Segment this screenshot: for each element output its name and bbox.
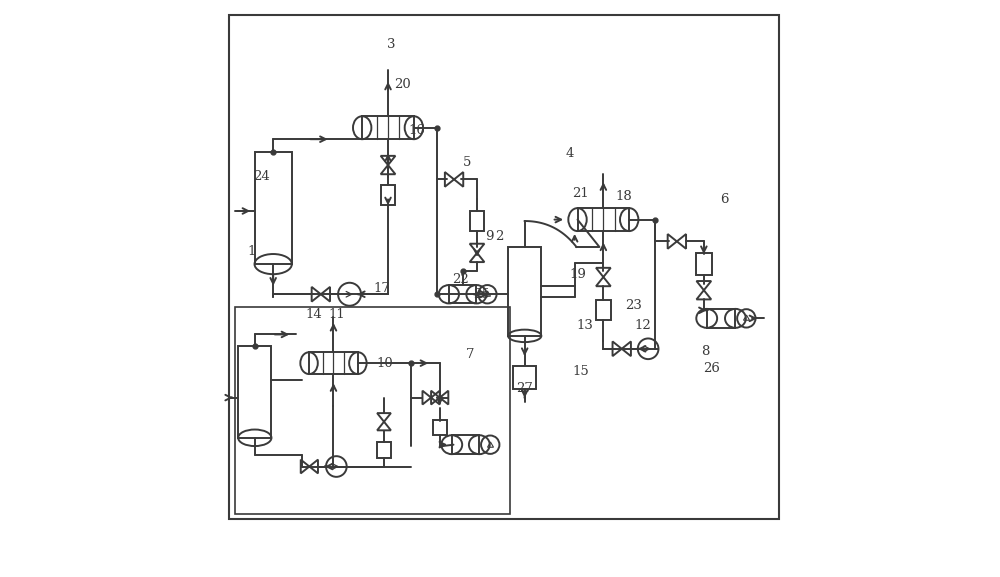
Bar	[578, 208, 629, 231]
Bar	[229, 15, 779, 519]
Text: 25: 25	[473, 288, 490, 301]
Text: 22: 22	[453, 273, 469, 286]
Text: 27: 27	[516, 383, 533, 395]
Bar	[309, 352, 358, 374]
Text: 21: 21	[572, 188, 589, 200]
Bar	[470, 211, 484, 231]
Text: 11: 11	[328, 308, 345, 321]
Bar	[362, 116, 414, 139]
Text: 2: 2	[495, 230, 503, 243]
Text: 26: 26	[703, 362, 720, 376]
Text: 20: 20	[394, 78, 411, 91]
Text: 6: 6	[720, 193, 728, 206]
Bar	[381, 185, 395, 205]
Text: 13: 13	[577, 319, 593, 332]
Text: 17: 17	[374, 282, 391, 295]
Text: 19: 19	[569, 268, 586, 280]
Text: 10: 10	[377, 357, 394, 370]
Bar	[513, 366, 536, 389]
Text: 8: 8	[701, 345, 710, 358]
Bar	[508, 247, 541, 336]
Bar	[452, 435, 479, 454]
Bar	[707, 309, 735, 328]
Text: 23: 23	[625, 299, 642, 312]
Text: 5: 5	[463, 156, 471, 168]
Text: 4: 4	[566, 147, 574, 160]
Bar	[433, 420, 447, 435]
Text: 12: 12	[634, 319, 651, 332]
Bar	[377, 443, 391, 459]
Bar	[238, 346, 271, 438]
Bar	[596, 300, 611, 320]
Text: 9: 9	[485, 230, 494, 243]
Text: 3: 3	[387, 38, 395, 51]
Text: 15: 15	[572, 365, 589, 379]
Bar	[696, 253, 712, 275]
Text: 14: 14	[305, 308, 322, 321]
Text: 18: 18	[615, 190, 632, 203]
Text: 7: 7	[466, 348, 474, 361]
Text: 24: 24	[253, 170, 270, 183]
Text: 1: 1	[248, 245, 256, 258]
Bar	[449, 285, 476, 304]
Text: 16: 16	[408, 124, 425, 137]
Bar	[235, 307, 510, 514]
Bar	[255, 152, 292, 264]
